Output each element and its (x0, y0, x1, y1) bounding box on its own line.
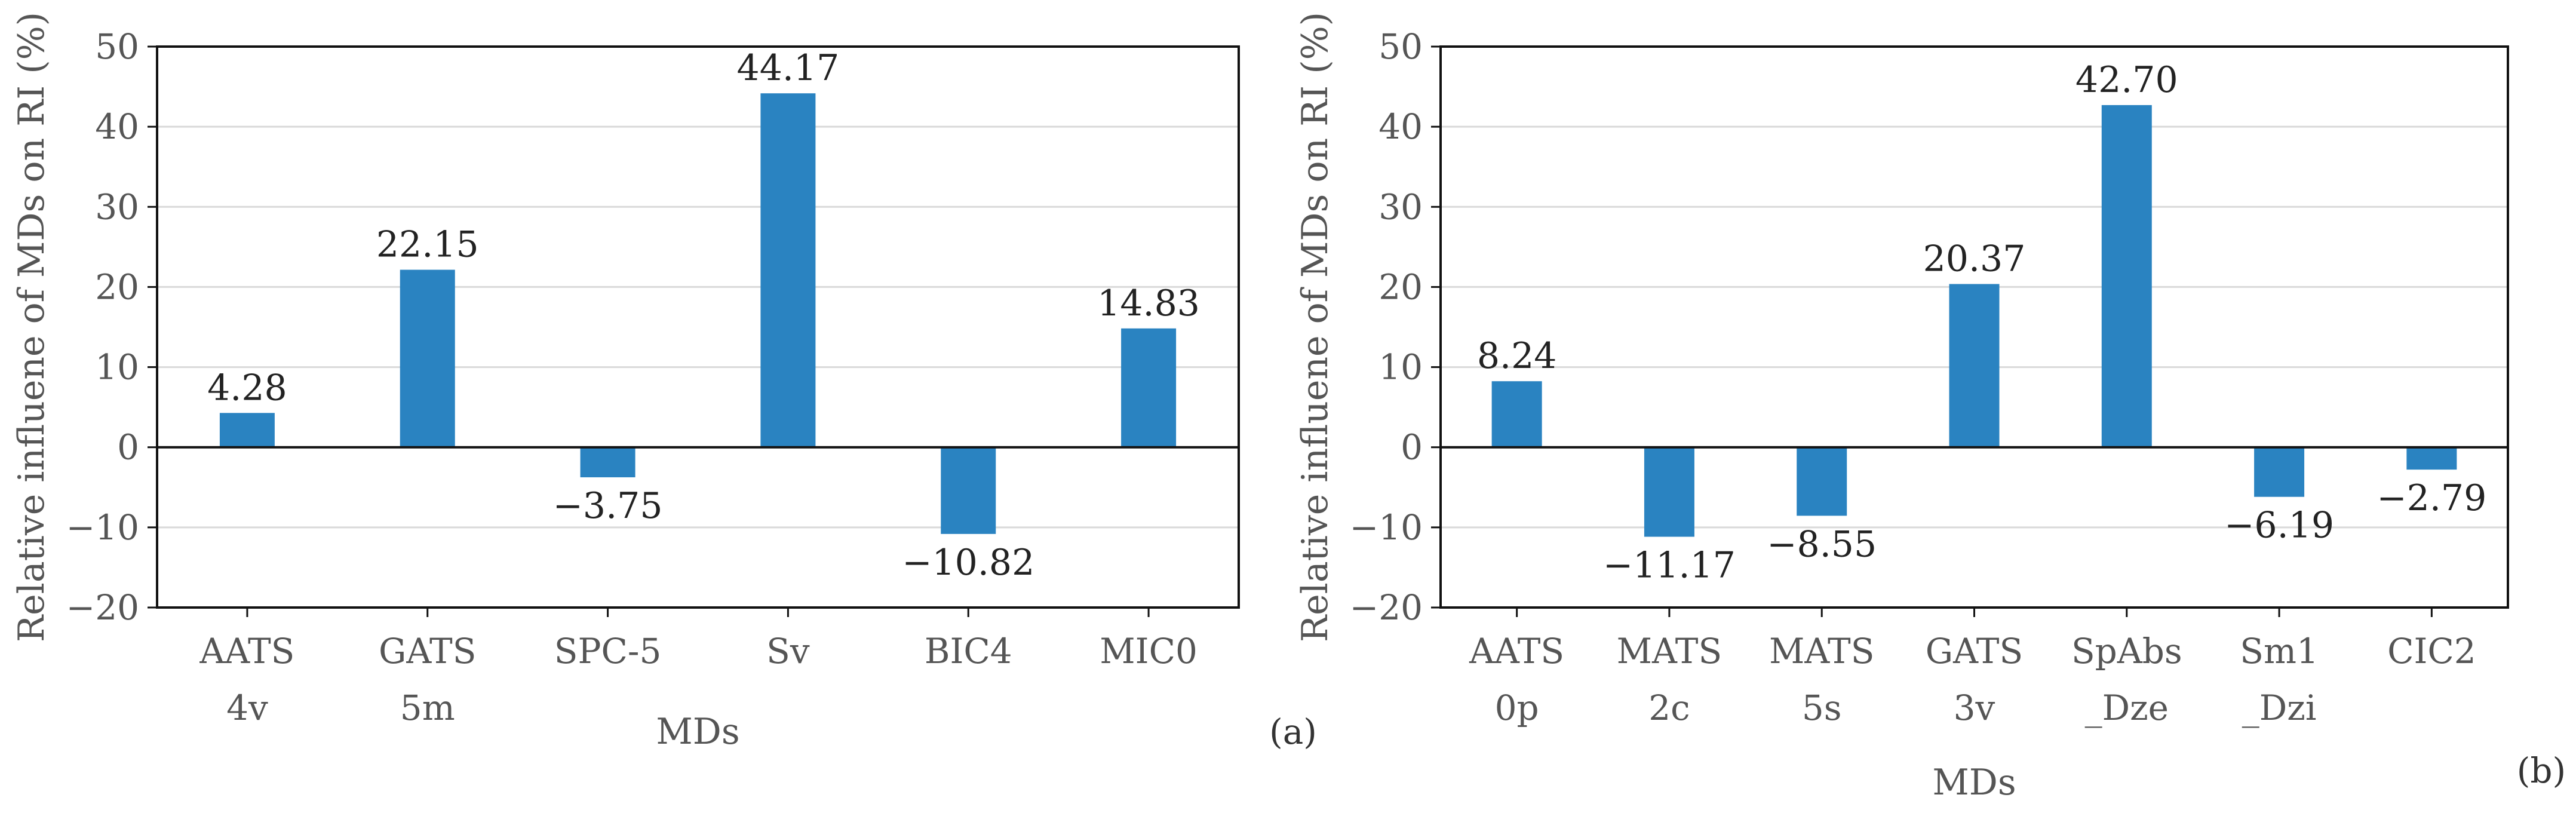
category-label: 5m (400, 688, 455, 728)
category-label: _Dzi (2242, 688, 2317, 728)
value-label: 8.24 (1477, 335, 1557, 377)
y-tick-label: −10 (66, 507, 139, 548)
bar (400, 269, 455, 447)
plot-frame (156, 45, 1240, 609)
bar (760, 93, 816, 447)
value-label: 44.17 (737, 47, 840, 89)
category-label: MATS (1769, 631, 1875, 671)
panel-label: (a) (1269, 711, 1317, 752)
y-tick-label: 0 (1401, 427, 1423, 468)
bar (2101, 105, 2152, 447)
y-tick-label: 30 (1378, 186, 1423, 227)
y-tick-label: 50 (1378, 26, 1423, 67)
bar (1491, 381, 1542, 447)
category-label: 3v (1954, 688, 1995, 728)
plot-frame (1439, 45, 2509, 609)
value-label: 20.37 (1923, 238, 2026, 280)
category-label: GATS (379, 631, 476, 671)
bar (2406, 447, 2457, 470)
bar (1797, 447, 1847, 516)
category-label: 4v (226, 688, 268, 728)
category-label: GATS (1926, 631, 2023, 671)
y-tick-label: −20 (1350, 587, 1423, 628)
category-label: BIC4 (925, 631, 1012, 671)
category-label: 0p (1495, 688, 1539, 728)
category-label: 2c (1648, 688, 1690, 728)
category-label: 5s (1802, 688, 1842, 728)
y-tick-label: 40 (1378, 106, 1423, 147)
y-tick-label: 50 (95, 26, 139, 67)
chart-panel-b: −20 −10 0 10 20 30 40 50 8.24 AATS 0p −11.17 MATS 2c −… (1294, 12, 2566, 803)
category-label: Sm1 (2240, 631, 2319, 671)
y-tick-label: 20 (1378, 266, 1423, 307)
category-label: _Dze (2085, 688, 2169, 728)
category-label: CIC2 (2387, 631, 2476, 671)
value-label: −11.17 (1603, 545, 1736, 587)
value-label: −6.19 (2224, 505, 2334, 547)
value-label: 4.28 (207, 367, 287, 409)
value-label: −2.79 (2377, 477, 2486, 519)
category-label: MATS (1617, 631, 1723, 671)
bar (1121, 328, 1177, 447)
bar (2254, 447, 2305, 497)
y-axis-title: Relative influene of MDs on RI (%) (1294, 12, 1336, 642)
panel-label: (b) (2517, 750, 2566, 791)
y-axis-title: Relative influene of MDs on RI (%) (11, 12, 53, 642)
value-label: 14.83 (1097, 283, 1200, 324)
category-label: AATS (1469, 631, 1564, 671)
value-label: −3.75 (553, 485, 663, 527)
x-axis-title: MDs (1932, 762, 2016, 803)
y-tick-label: 20 (95, 266, 139, 307)
value-label: 42.70 (2075, 59, 2178, 101)
category-label: SPC-5 (554, 631, 662, 671)
chart-panel-a: −20 −10 0 10 20 30 40 50 4.28 AATS 4v 22.15 GATS 5m −3… (11, 12, 1317, 753)
category-label: MIC0 (1100, 631, 1198, 671)
y-tick-label: 0 (117, 427, 139, 468)
y-tick-label: 10 (95, 347, 139, 388)
y-tick-label: 30 (95, 186, 139, 227)
bar (1644, 447, 1694, 537)
bar (580, 447, 635, 478)
y-tick-label: 10 (1378, 347, 1423, 388)
value-label: 22.15 (376, 224, 479, 266)
bar (219, 413, 275, 447)
y-tick-label: −10 (1350, 507, 1423, 548)
value-label: −8.55 (1767, 523, 1877, 565)
category-label: SpAbs (2071, 631, 2182, 671)
x-axis-title: MDs (656, 711, 739, 753)
bar (941, 447, 996, 534)
y-tick-label: −20 (66, 587, 139, 628)
value-label: −10.82 (902, 542, 1034, 584)
category-label: AATS (199, 631, 294, 671)
bar (1949, 284, 2000, 447)
category-label: Sv (766, 631, 810, 671)
y-tick-label: 40 (95, 106, 139, 147)
